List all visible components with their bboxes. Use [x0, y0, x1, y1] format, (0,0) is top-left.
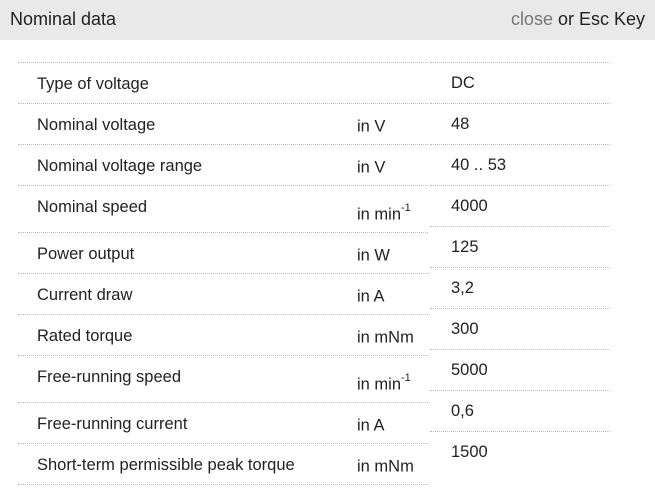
spec-row: Free-running current in A — [18, 403, 428, 444]
value-row: 0,6 — [430, 391, 610, 432]
value-row: 5000 — [430, 350, 610, 391]
unit-text: in W — [357, 246, 390, 265]
value-row: 125 — [430, 227, 610, 268]
spec-values-column: DC 48 40 .. 53 4000 125 3,2 300 5000 0,6 1500 — [430, 62, 610, 472]
unit-text: in min — [357, 205, 402, 224]
unit-text: in mNm — [357, 328, 414, 347]
unit-text: in V — [357, 158, 386, 177]
dialog-header: Nominal data close or Esc Key — [0, 0, 655, 40]
spec-row: Short-term permissible peak torque in mNm — [18, 444, 428, 485]
spec-value: 4000 — [451, 197, 488, 215]
unit-exponent: -1 — [401, 372, 411, 384]
spec-value: 300 — [451, 320, 479, 338]
value-row: 3,2 — [430, 268, 610, 309]
unit-text: in V — [357, 117, 386, 136]
spec-value: 0,6 — [451, 402, 474, 420]
spec-unit: in mNm — [357, 456, 414, 477]
spec-value: 40 .. 53 — [451, 156, 507, 174]
spec-row: Type of voltage — [18, 63, 428, 104]
unit-text: in min — [357, 375, 402, 394]
spec-unit: in V — [357, 116, 385, 137]
unit-text: in A — [357, 416, 385, 435]
unit-exponent: -1 — [401, 202, 411, 214]
spec-label: Free-running current — [37, 415, 188, 433]
spec-value: 1500 — [451, 443, 488, 461]
spec-value: DC — [451, 74, 475, 92]
spec-label: Current draw — [37, 286, 133, 304]
value-row: 4000 — [430, 186, 610, 227]
spec-unit: in A — [357, 286, 385, 307]
value-row: 1500 — [430, 432, 610, 472]
spec-row: Current draw in A — [18, 274, 428, 315]
spec-label: Type of voltage — [37, 75, 149, 93]
unit-text: in mNm — [357, 457, 414, 476]
dialog-title: Nominal data — [10, 9, 117, 29]
spec-unit: in min-1 — [357, 202, 411, 225]
spec-unit: in V — [357, 157, 385, 178]
spec-value: 3,2 — [451, 279, 474, 297]
value-row: 40 .. 53 — [430, 145, 610, 186]
spec-label: Nominal voltage — [37, 116, 156, 134]
value-row: DC — [430, 63, 610, 104]
value-row: 48 — [430, 104, 610, 145]
spec-label: Rated torque — [37, 327, 133, 345]
spec-unit: in min-1 — [357, 372, 411, 395]
close-hint: close or Esc Key — [511, 9, 645, 30]
spec-row: Nominal speed in min-1 — [18, 186, 428, 233]
value-row: 300 — [430, 309, 610, 350]
close-link[interactable]: close — [510, 9, 553, 29]
spec-value: 48 — [451, 115, 470, 133]
close-hint-text: or Esc Key — [552, 9, 645, 29]
spec-unit: in mNm — [357, 327, 414, 348]
spec-row: Rated torque in mNm — [18, 315, 428, 356]
spec-unit: in W — [357, 245, 390, 266]
spec-label: Nominal speed — [37, 198, 148, 216]
spec-label: Short-term permissible peak torque — [37, 456, 295, 474]
spec-label: Nominal voltage range — [37, 157, 203, 175]
spec-label: Power output — [37, 245, 135, 263]
spec-row: Power output in W — [18, 233, 428, 274]
spec-value: 125 — [451, 238, 479, 256]
spec-labels-table: Type of voltage Nominal voltage in V Nomina… — [18, 62, 428, 485]
spec-unit: in A — [357, 415, 385, 436]
unit-text: in A — [357, 287, 385, 306]
spec-row: Nominal voltage range in V — [18, 145, 428, 186]
spec-value: 5000 — [451, 361, 488, 379]
spec-label: Free-running speed — [37, 368, 182, 386]
spec-row: Nominal voltage in V — [18, 104, 428, 145]
spec-row: Free-running speed in min-1 — [18, 356, 428, 403]
